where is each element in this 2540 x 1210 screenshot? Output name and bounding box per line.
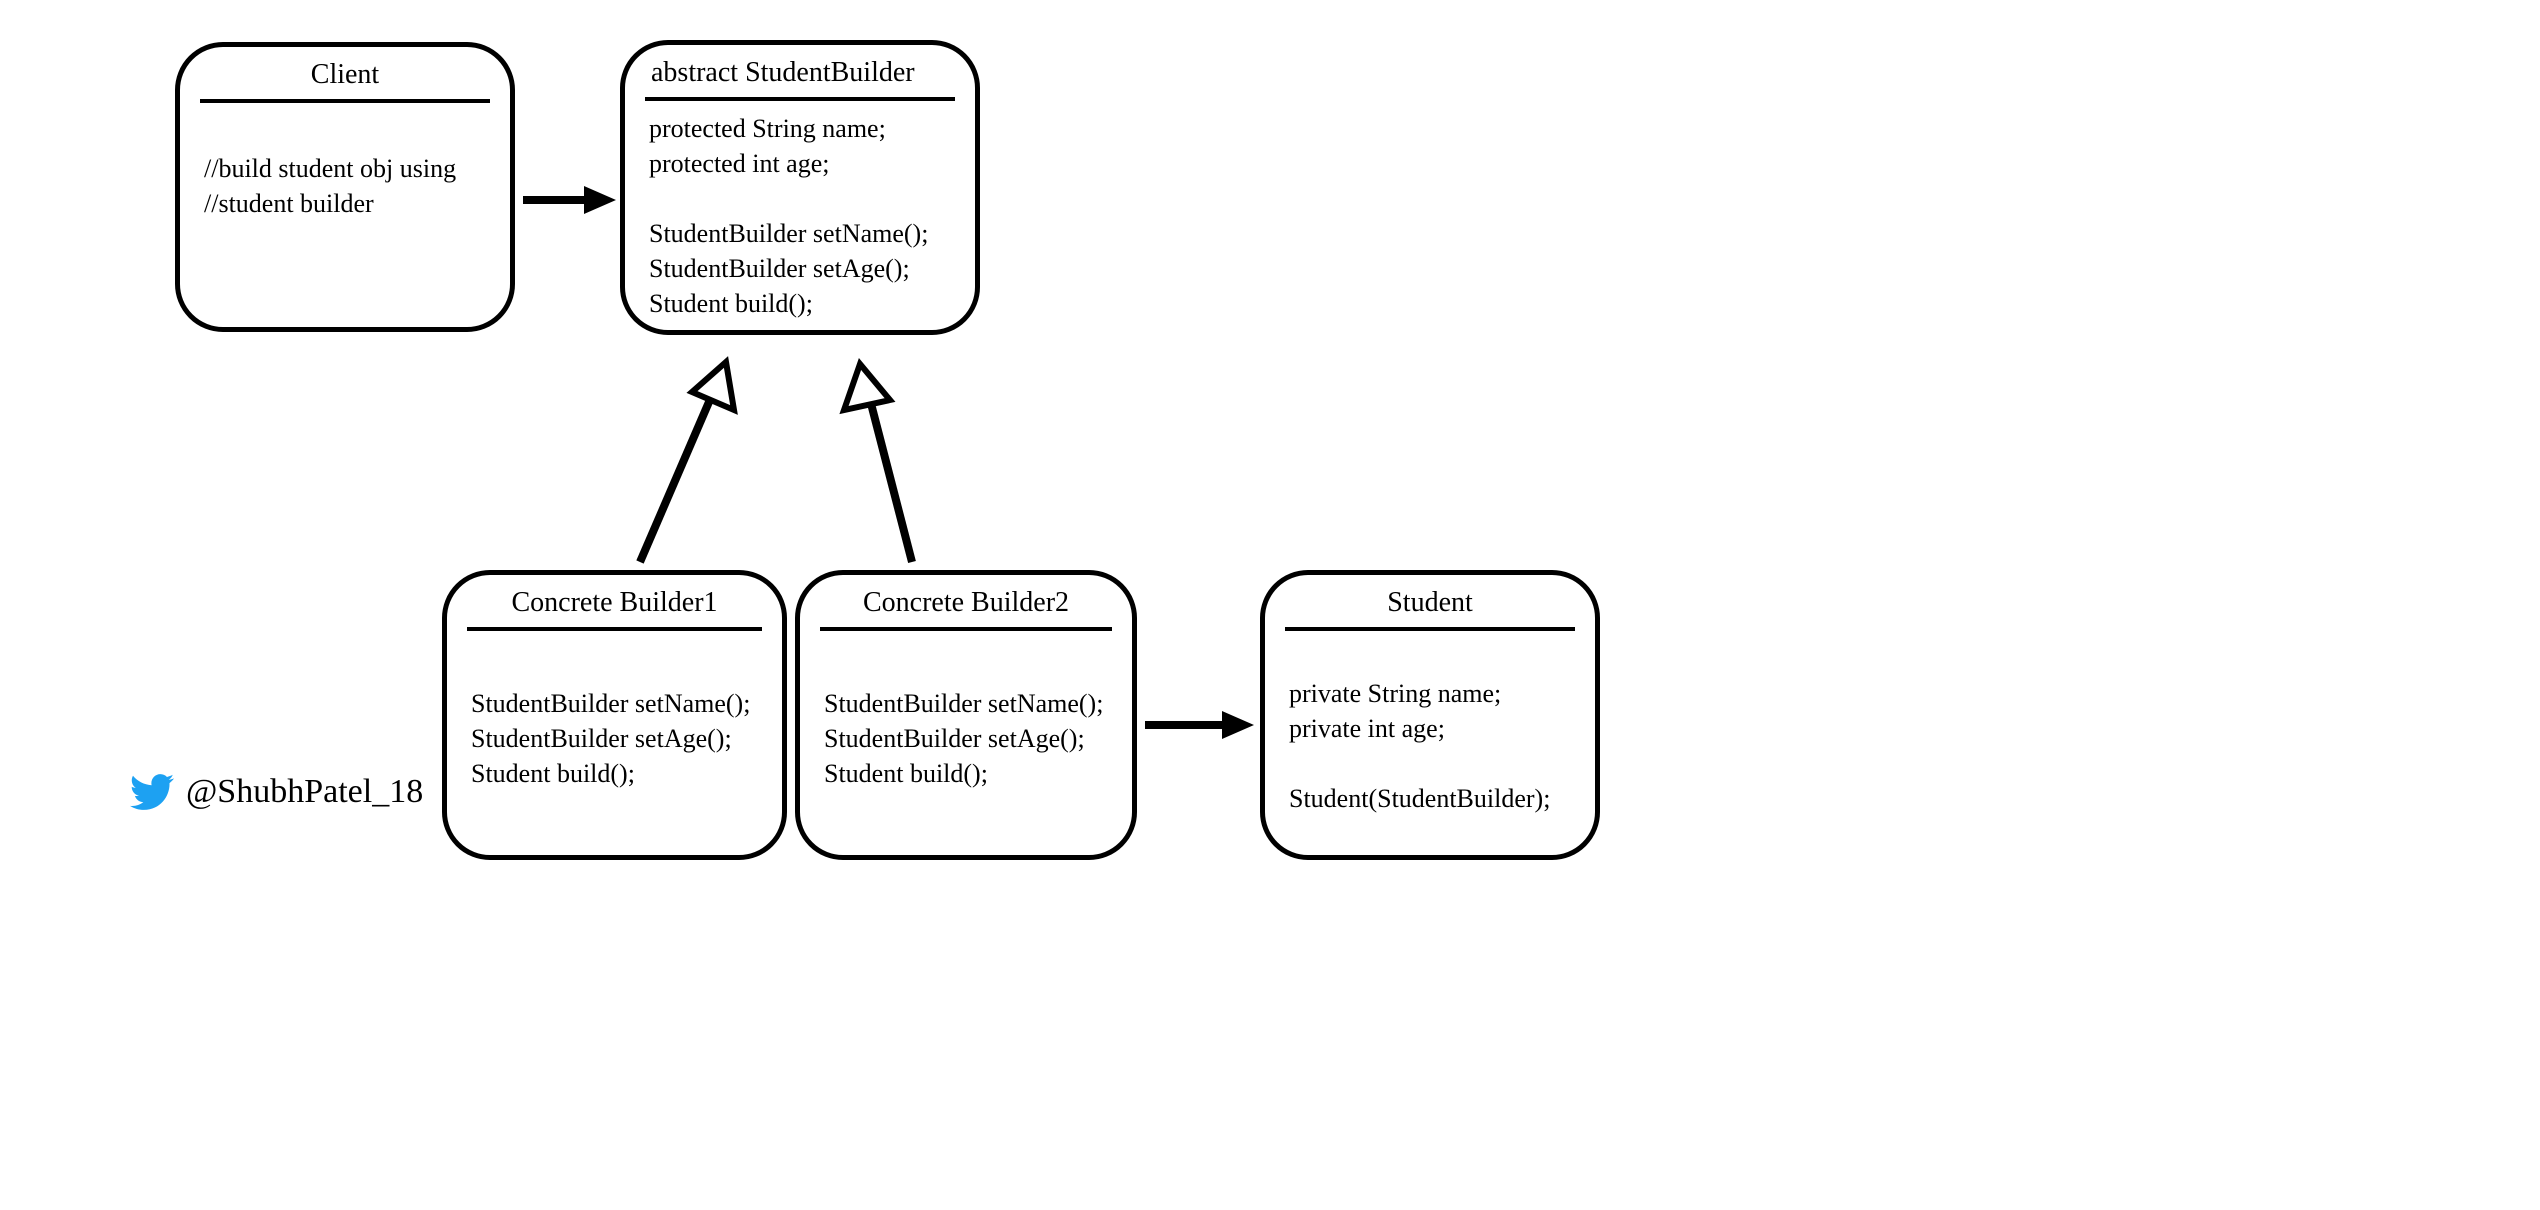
edge-concrete1-to-abstract — [640, 362, 734, 562]
node-client-body: //build student obj using //student buil… — [204, 103, 486, 221]
node-concrete1-title: Concrete Builder1 — [467, 575, 762, 631]
twitter-icon — [130, 770, 174, 814]
node-abstract-builder: abstract StudentBuilder protected String… — [620, 40, 980, 335]
node-abstract-builder-title: abstract StudentBuilder — [645, 45, 955, 101]
node-student-body: private String name; private int age; St… — [1289, 631, 1571, 816]
node-student-title: Student — [1285, 575, 1575, 631]
node-concrete-builder-2: Concrete Builder2 StudentBuilder setName… — [795, 570, 1137, 860]
node-student: Student private String name; private int… — [1260, 570, 1600, 860]
node-client: Client //build student obj using //stude… — [175, 42, 515, 332]
edge-concrete2-to-abstract — [844, 364, 912, 562]
node-concrete2-title: Concrete Builder2 — [820, 575, 1112, 631]
edge-client-to-abstract — [523, 186, 616, 214]
node-abstract-builder-body: protected String name; protected int age… — [649, 101, 951, 322]
edge-concrete2-to-student — [1145, 711, 1254, 739]
attribution-handle: @ShubhPatel_18 — [186, 773, 423, 811]
attribution: @ShubhPatel_18 — [130, 770, 423, 814]
node-concrete-builder-1: Concrete Builder1 StudentBuilder setName… — [442, 570, 787, 860]
node-concrete1-body: StudentBuilder setName(); StudentBuilder… — [471, 631, 758, 791]
node-concrete2-body: StudentBuilder setName(); StudentBuilder… — [824, 631, 1108, 791]
node-client-title: Client — [200, 47, 490, 103]
